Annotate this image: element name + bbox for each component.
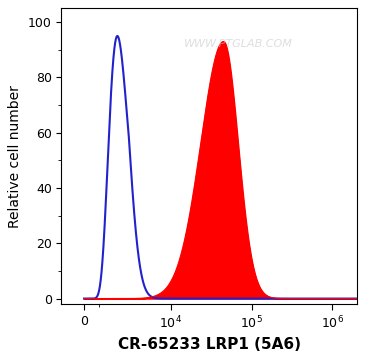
X-axis label: CR-65233 LRP1 (5A6): CR-65233 LRP1 (5A6) <box>118 337 300 352</box>
Text: WWW.PTGLAB.COM: WWW.PTGLAB.COM <box>184 39 293 49</box>
Y-axis label: Relative cell number: Relative cell number <box>8 85 22 228</box>
